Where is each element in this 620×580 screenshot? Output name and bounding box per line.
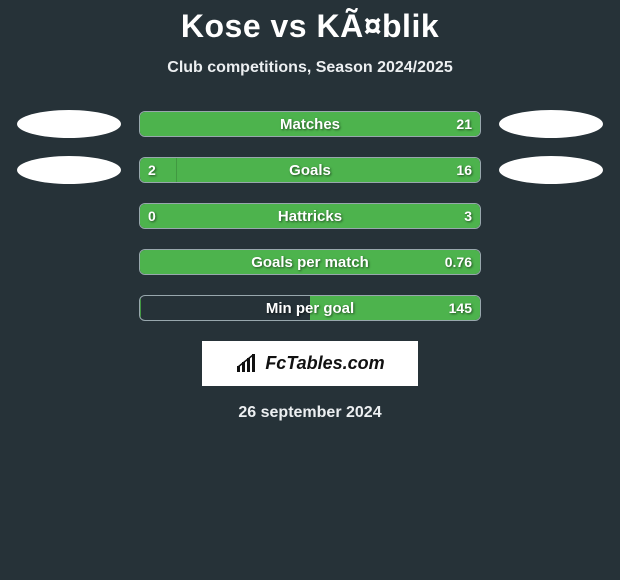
stat-bar: 145Min per goal: [139, 295, 481, 321]
stat-row: 0.76Goals per match: [0, 249, 620, 275]
stat-row: 03Hattricks: [0, 203, 620, 229]
spacer: [499, 248, 603, 276]
stat-bar: 03Hattricks: [139, 203, 481, 229]
stat-label: Goals per match: [140, 250, 480, 274]
spacer: [499, 294, 603, 322]
chart-icon: [235, 354, 259, 374]
spacer: [17, 294, 121, 322]
stat-bar: 21Matches: [139, 111, 481, 137]
stat-label: Goals: [140, 158, 480, 182]
team-left-oval: [17, 110, 121, 138]
stat-label: Hattricks: [140, 204, 480, 228]
stat-label: Min per goal: [140, 296, 480, 320]
stat-row: 21Matches: [0, 111, 620, 137]
team-right-oval: [499, 156, 603, 184]
spacer: [17, 202, 121, 230]
spacer: [17, 248, 121, 276]
stat-row: 145Min per goal: [0, 295, 620, 321]
team-left-oval: [17, 156, 121, 184]
team-right-oval: [499, 110, 603, 138]
brand-logo[interactable]: FcTables.com: [202, 341, 418, 386]
stat-label: Matches: [140, 112, 480, 136]
stat-bar: 0.76Goals per match: [139, 249, 481, 275]
stat-bar: 216Goals: [139, 157, 481, 183]
brand-text: FcTables.com: [265, 353, 384, 374]
date-line: 26 september 2024: [0, 404, 620, 422]
stats-area: 21Matches 216Goals 03Hattricks 0.76Goals pe…: [0, 111, 620, 321]
page-title: Kose vs KÃ¤blik: [0, 0, 620, 45]
spacer: [499, 202, 603, 230]
subtitle: Club competitions, Season 2024/2025: [0, 59, 620, 77]
stat-row: 216Goals: [0, 157, 620, 183]
